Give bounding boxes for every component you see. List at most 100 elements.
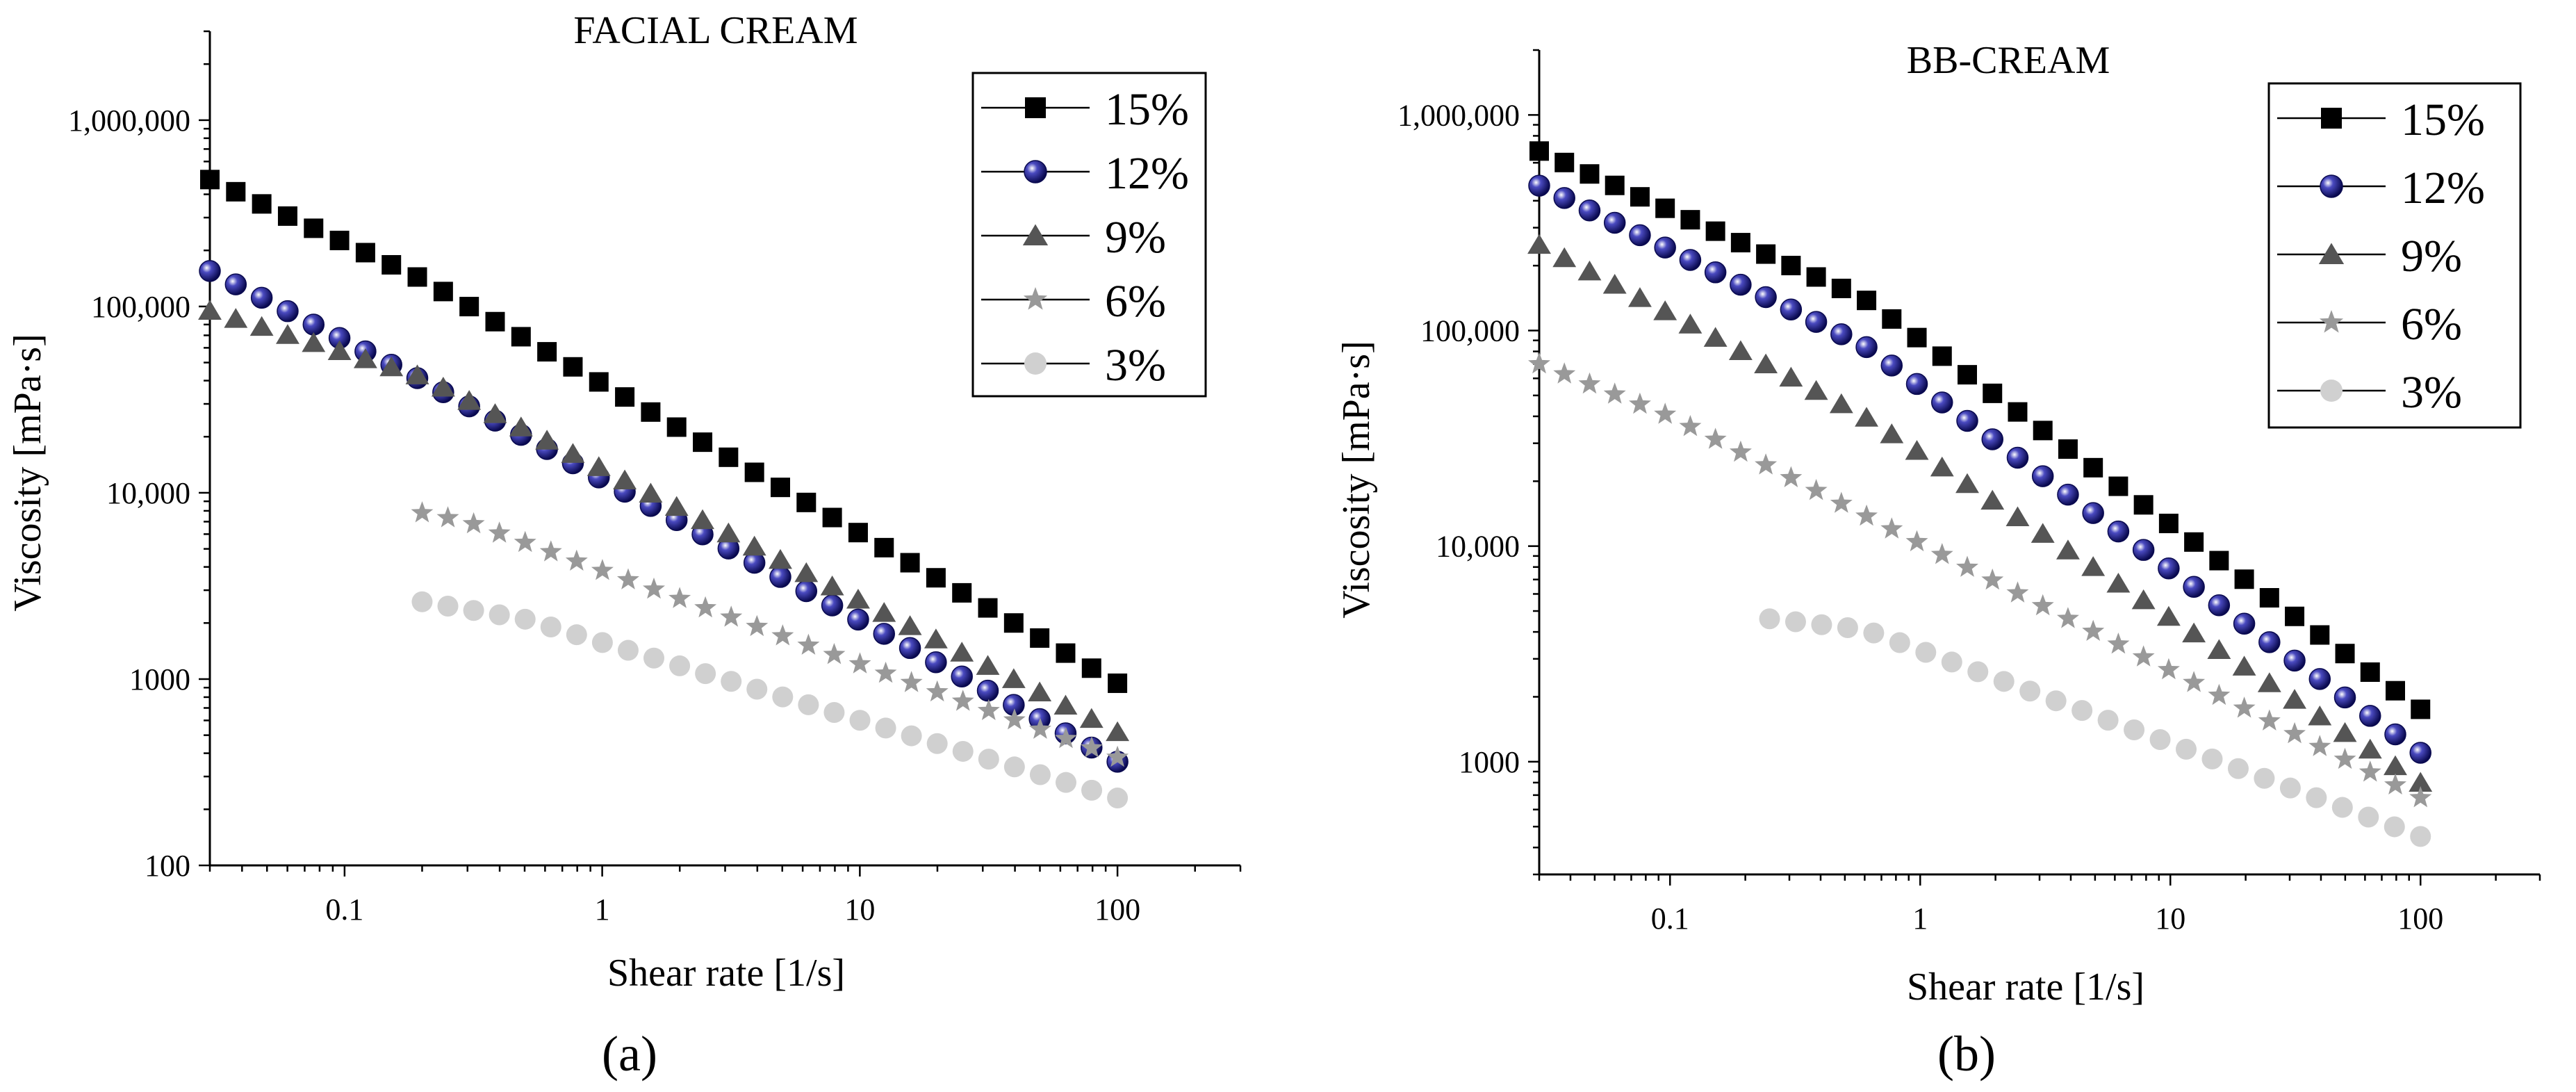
chart-a-point-6pct <box>720 605 743 627</box>
chart-a-point-12pct <box>795 580 818 603</box>
chart-b-point-9pct <box>1602 273 1627 294</box>
chart-a-legend-frame <box>971 72 1207 398</box>
chart-b-legend-label: 15% <box>2401 95 2485 145</box>
chart-a-point-12pct <box>821 594 844 617</box>
chart-b-point-12pct <box>1805 311 1828 333</box>
chart-a-point-12pct <box>873 623 896 645</box>
chart-a-point-3pct <box>643 647 665 669</box>
chart-a-point-9pct <box>483 403 507 423</box>
chart-a-series-9pct <box>198 300 1130 742</box>
chart-a-legend-label: 12% <box>1105 148 1189 199</box>
chart-b-point-15pct <box>1932 346 1952 366</box>
chart-a-point-15pct <box>926 568 946 588</box>
chart-a-x-tick-label: 0.1 <box>325 893 363 927</box>
chart-a-point-9pct <box>586 456 611 476</box>
chart-a-point-6pct <box>848 652 871 674</box>
chart-b-point-3pct <box>2072 700 2093 722</box>
chart-a-point-3pct <box>721 671 742 692</box>
chart-a-legend-marker-6pct <box>1023 287 1048 310</box>
chart-b-point-6pct <box>2132 645 2155 667</box>
chart-b-title: BB-CREAM <box>1907 39 2110 82</box>
chart-b-point-12pct <box>1880 355 1903 377</box>
chart-b-y-axis-title: Viscosity [mPa·s] <box>1335 341 1378 619</box>
chart-a-point-12pct <box>925 651 947 674</box>
chart-a-point-3pct <box>926 733 948 754</box>
chart-b-point-12pct <box>2107 520 2130 543</box>
chart-b-legend-marker-6pct <box>2319 310 2344 333</box>
chart-a-legend-marker-15pct <box>1025 97 1046 118</box>
chart-b-point-15pct <box>1529 141 1549 161</box>
chart-a-point-12pct <box>976 679 999 702</box>
chart-a-point-15pct <box>1081 658 1101 678</box>
chart-a-point-15pct <box>407 267 427 287</box>
chart-b-point-6pct <box>1755 453 1778 475</box>
chart-b-point-3pct <box>1785 611 1806 633</box>
chart-a-point-15pct <box>563 357 583 377</box>
chart-b-point-15pct <box>2083 457 2103 478</box>
chart-b-point-15pct <box>1655 198 1675 218</box>
chart-b-point-12pct <box>2384 723 2406 746</box>
chart-a-point-9pct <box>379 356 404 377</box>
chart-b-point-6pct <box>2283 722 2306 744</box>
chart-a-point-9pct <box>976 655 1000 675</box>
chart-a-point-15pct <box>355 243 375 263</box>
chart-b-point-15pct <box>1907 327 1927 348</box>
chart-b-legend-label: 12% <box>2401 163 2485 213</box>
chart-a-point-3pct <box>1029 764 1051 785</box>
chart-b-point-9pct <box>1905 440 1929 460</box>
chart-b-point-9pct <box>1728 340 1753 360</box>
chart-a-point-3pct <box>849 710 871 731</box>
chart-a-point-15pct <box>1003 613 1024 633</box>
chart-a-point-9pct <box>1053 694 1078 715</box>
chart-b-x-tick-label: 100 <box>2397 902 2443 936</box>
chart-a-x-tick-label: 1 <box>595 893 610 927</box>
chart-a-title: FACIAL CREAM <box>573 9 858 52</box>
chart-b-point-6pct <box>2157 658 2180 680</box>
chart-b-point-12pct <box>1981 428 2003 450</box>
chart-b-point-12pct <box>2409 742 2431 764</box>
chart-a-point-9pct <box>1106 721 1130 742</box>
chart-b-point-9pct <box>2358 738 2382 759</box>
chart-b-point-6pct <box>2208 683 2231 706</box>
chart-a-point-3pct <box>798 694 819 715</box>
chart-b-point-3pct <box>1941 651 1962 673</box>
chart-b-series-12pct <box>1528 174 2431 764</box>
chart-b-point-3pct <box>2358 806 2379 828</box>
chart-a-point-15pct <box>485 311 505 332</box>
chart-a-point-15pct <box>459 297 479 317</box>
chart-a-point-15pct <box>1030 628 1050 648</box>
chart-b-point-6pct <box>2333 747 2356 769</box>
chart-a-point-15pct <box>796 492 817 512</box>
chart-b-point-3pct <box>2045 690 2067 712</box>
chart-b-point-12pct <box>2308 668 2331 690</box>
chart-b-point-9pct <box>2232 655 2256 676</box>
chart-b-point-9pct <box>2156 605 2181 626</box>
chart-b-point-6pct <box>2183 671 2206 692</box>
chart-a-point-9pct <box>405 364 429 384</box>
chart-b-point-6pct <box>1578 372 1601 394</box>
chart-b-point-12pct <box>1629 224 1651 247</box>
chart-a-point-6pct <box>1003 708 1026 730</box>
chart-a-point-9pct <box>950 642 974 662</box>
chart-b-point-9pct <box>1855 407 1878 427</box>
chart-a-point-6pct <box>900 671 923 692</box>
chart-b-point-15pct <box>1554 152 1575 172</box>
chart-a-point-15pct <box>641 402 661 422</box>
chart-a-point-15pct <box>952 582 972 603</box>
chart-a-point-9pct <box>639 482 663 503</box>
chart-b-point-15pct <box>2259 588 2279 608</box>
chart-a-point-6pct <box>1081 736 1103 758</box>
chart-b-point-9pct <box>1930 456 1954 477</box>
chart-b-point-3pct <box>2306 787 2327 808</box>
chart-b-point-6pct <box>1553 362 1576 384</box>
chart-b-point-15pct <box>2209 551 2229 571</box>
chart-b-point-9pct <box>2005 506 2030 527</box>
chart-b-point-12pct <box>1830 323 1853 345</box>
chart-a-point-6pct <box>1106 745 1129 767</box>
chart-a-point-6pct <box>436 506 459 528</box>
chart-a-legend-label: 15% <box>1105 84 1189 135</box>
panel-a-facial-cream: FACIAL CREAM 0.1 1 10 100 100 1000 10,000 100,0… <box>6 9 1242 1082</box>
chart-b-point-12pct <box>2283 649 2306 672</box>
chart-b-legend-marker-15pct <box>2321 108 2342 129</box>
chart-b-point-9pct <box>1552 247 1577 268</box>
